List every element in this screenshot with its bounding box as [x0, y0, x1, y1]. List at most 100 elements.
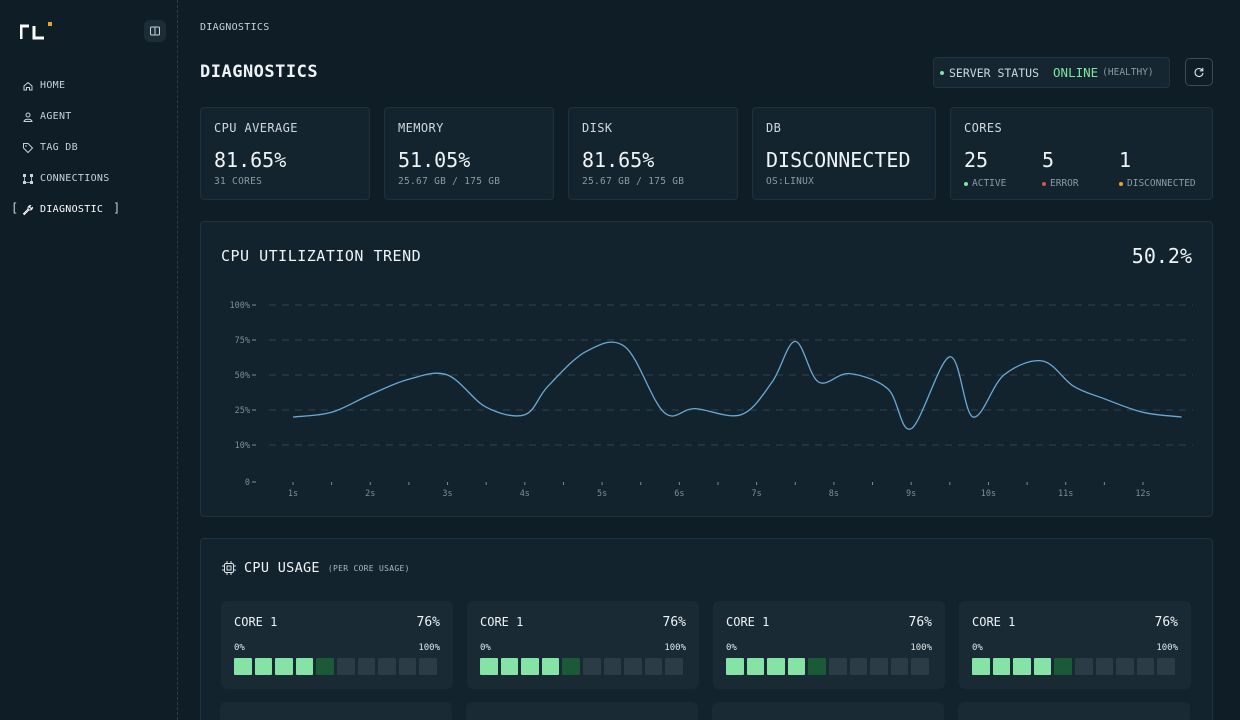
- usage-cell: [419, 658, 437, 675]
- sidebar-item-label: CONNECTIONS: [40, 173, 110, 184]
- cpu-usage-panel: CPU USAGE (PER CORE USAGE) CORE 1 76% 0%…: [200, 538, 1213, 720]
- usage-cell: [1095, 658, 1114, 675]
- usage-cell: [500, 658, 519, 675]
- core-percent: 76%: [662, 615, 686, 630]
- logo: [20, 22, 52, 40]
- usage-cell: [521, 658, 539, 675]
- card-label: CORES: [964, 121, 1003, 135]
- cores-active-value: 25: [964, 148, 989, 172]
- refresh-icon: [1194, 67, 1204, 77]
- core-name: CORE 1: [726, 615, 770, 629]
- usage-cell: [562, 658, 580, 675]
- core-card: CORE 1 76% 0% 100%: [713, 601, 945, 689]
- usage-cell: [336, 658, 355, 675]
- y-tick-label: 25%: [235, 406, 250, 416]
- card-sub: 25.67 GB / 175 GB: [398, 176, 501, 187]
- error-dot: [1042, 181, 1046, 186]
- cpu-usage-subtitle: (PER CORE USAGE): [327, 563, 410, 573]
- db-card: DB DISCONNECTED OS:LINUX: [752, 107, 936, 200]
- sidebar-item-tag-db[interactable]: TAG DB: [0, 132, 178, 163]
- collapse-sidebar-button[interactable]: [144, 20, 166, 42]
- refresh-button[interactable]: [1185, 58, 1213, 86]
- server-status-detail: (HEALTHY): [1102, 67, 1154, 78]
- x-tick-label: 4s: [520, 489, 530, 499]
- y-tick-label: 100%: [230, 301, 250, 311]
- sidebar-item-diagnostic[interactable]: [ DIAGNOSTIC ]: [0, 194, 178, 225]
- wrench-icon: [22, 204, 34, 215]
- core-card: [466, 702, 698, 720]
- sidebar-item-connections[interactable]: CONNECTIONS: [0, 163, 178, 194]
- usage-cell: [1013, 658, 1031, 675]
- x-tick-label: 11s: [1058, 489, 1073, 499]
- core-min-label: 0%: [972, 643, 983, 653]
- usage-cell: [644, 658, 663, 675]
- page-title: DIAGNOSTICS: [200, 62, 319, 82]
- cores-error-value: 5: [1042, 148, 1055, 172]
- sidebar-item-home[interactable]: HOME: [0, 70, 178, 101]
- cpu-chip-icon: [222, 561, 236, 575]
- x-tick-label: 10s: [981, 489, 996, 499]
- usage-cell: [295, 658, 314, 675]
- core-percent: 76%: [416, 615, 440, 630]
- status-dot: [940, 70, 944, 75]
- core-max-label: 100%: [910, 643, 932, 653]
- core-card: CORE 1 76% 0% 100%: [221, 601, 453, 689]
- cores-active-stat: 25 ACTIVE: [964, 148, 1006, 189]
- cores-disconnected-label: DISCONNECTED: [1127, 178, 1196, 189]
- core-usage-bar: [972, 658, 1175, 675]
- core-name: CORE 1: [480, 615, 524, 629]
- card-label: DISK: [582, 121, 613, 135]
- usage-cell: [480, 658, 498, 675]
- core-max-label: 100%: [1156, 643, 1178, 653]
- sidebar-item-agent[interactable]: AGENT: [0, 101, 178, 132]
- usage-cell: [1136, 658, 1155, 675]
- cores-error-stat: 5 ERROR: [1042, 148, 1079, 189]
- sidebar-toggle-icon: [150, 26, 160, 36]
- usage-cell: [234, 658, 252, 675]
- usage-cell: [787, 658, 806, 675]
- usage-cell: [398, 658, 417, 675]
- core-min-label: 0%: [726, 643, 737, 653]
- card-label: CPU AVERAGE: [214, 121, 298, 135]
- usage-cell: [254, 658, 273, 675]
- core-percent: 76%: [908, 615, 932, 630]
- usage-cell: [726, 658, 744, 675]
- server-status-badge: SERVER STATUS ONLINE (HEALTHY): [933, 57, 1170, 88]
- x-tick-label: 9s: [906, 489, 916, 499]
- usage-cell: [275, 658, 293, 675]
- y-tick-label: 50%: [235, 371, 250, 381]
- cpu-usage-header: CPU USAGE (PER CORE USAGE): [221, 560, 410, 576]
- core-card: CORE 1 76% 0% 100%: [467, 601, 699, 689]
- cpu-average-card: CPU AVERAGE 81.65% 31 CORES: [200, 107, 370, 200]
- core-min-label: 0%: [480, 643, 491, 653]
- core-card: [958, 702, 1190, 720]
- cpu-usage-title: CPU USAGE: [244, 560, 320, 576]
- card-sub: OS:LINUX: [766, 176, 815, 187]
- core-card: CORE 1 76% 0% 100%: [959, 601, 1191, 689]
- usage-cell: [378, 658, 396, 675]
- disconnected-dot: [1119, 181, 1123, 186]
- card-sub: 31 CORES: [214, 176, 263, 187]
- sidebar-item-label: TAG DB: [40, 142, 78, 153]
- usage-cell: [1033, 658, 1052, 675]
- core-min-label: 0%: [234, 643, 245, 653]
- card-value: 51.05%: [398, 148, 471, 172]
- home-icon: [23, 81, 33, 90]
- usage-cell: [767, 658, 785, 675]
- card-value: 81.65%: [582, 148, 655, 172]
- usage-cell: [357, 658, 376, 675]
- core-name: CORE 1: [234, 615, 278, 629]
- usage-cell: [541, 658, 560, 675]
- server-status-label: SERVER STATUS: [949, 65, 1040, 80]
- usage-cell: [849, 658, 868, 675]
- cpu-trend-line: [292, 340, 1182, 430]
- usage-cell: [870, 658, 888, 675]
- usage-cell: [665, 658, 683, 675]
- x-tick-label: 2s: [365, 489, 375, 499]
- active-bracket-right: ]: [113, 201, 121, 215]
- usage-cell: [746, 658, 765, 675]
- sidebar-nav: HOME AGENT TAG DB CONNECTIONS [ DIAGNOST…: [0, 70, 178, 225]
- server-status-state: ONLINE: [1053, 65, 1099, 80]
- user-icon: [23, 112, 33, 122]
- card-value: DISCONNECTED: [766, 148, 911, 172]
